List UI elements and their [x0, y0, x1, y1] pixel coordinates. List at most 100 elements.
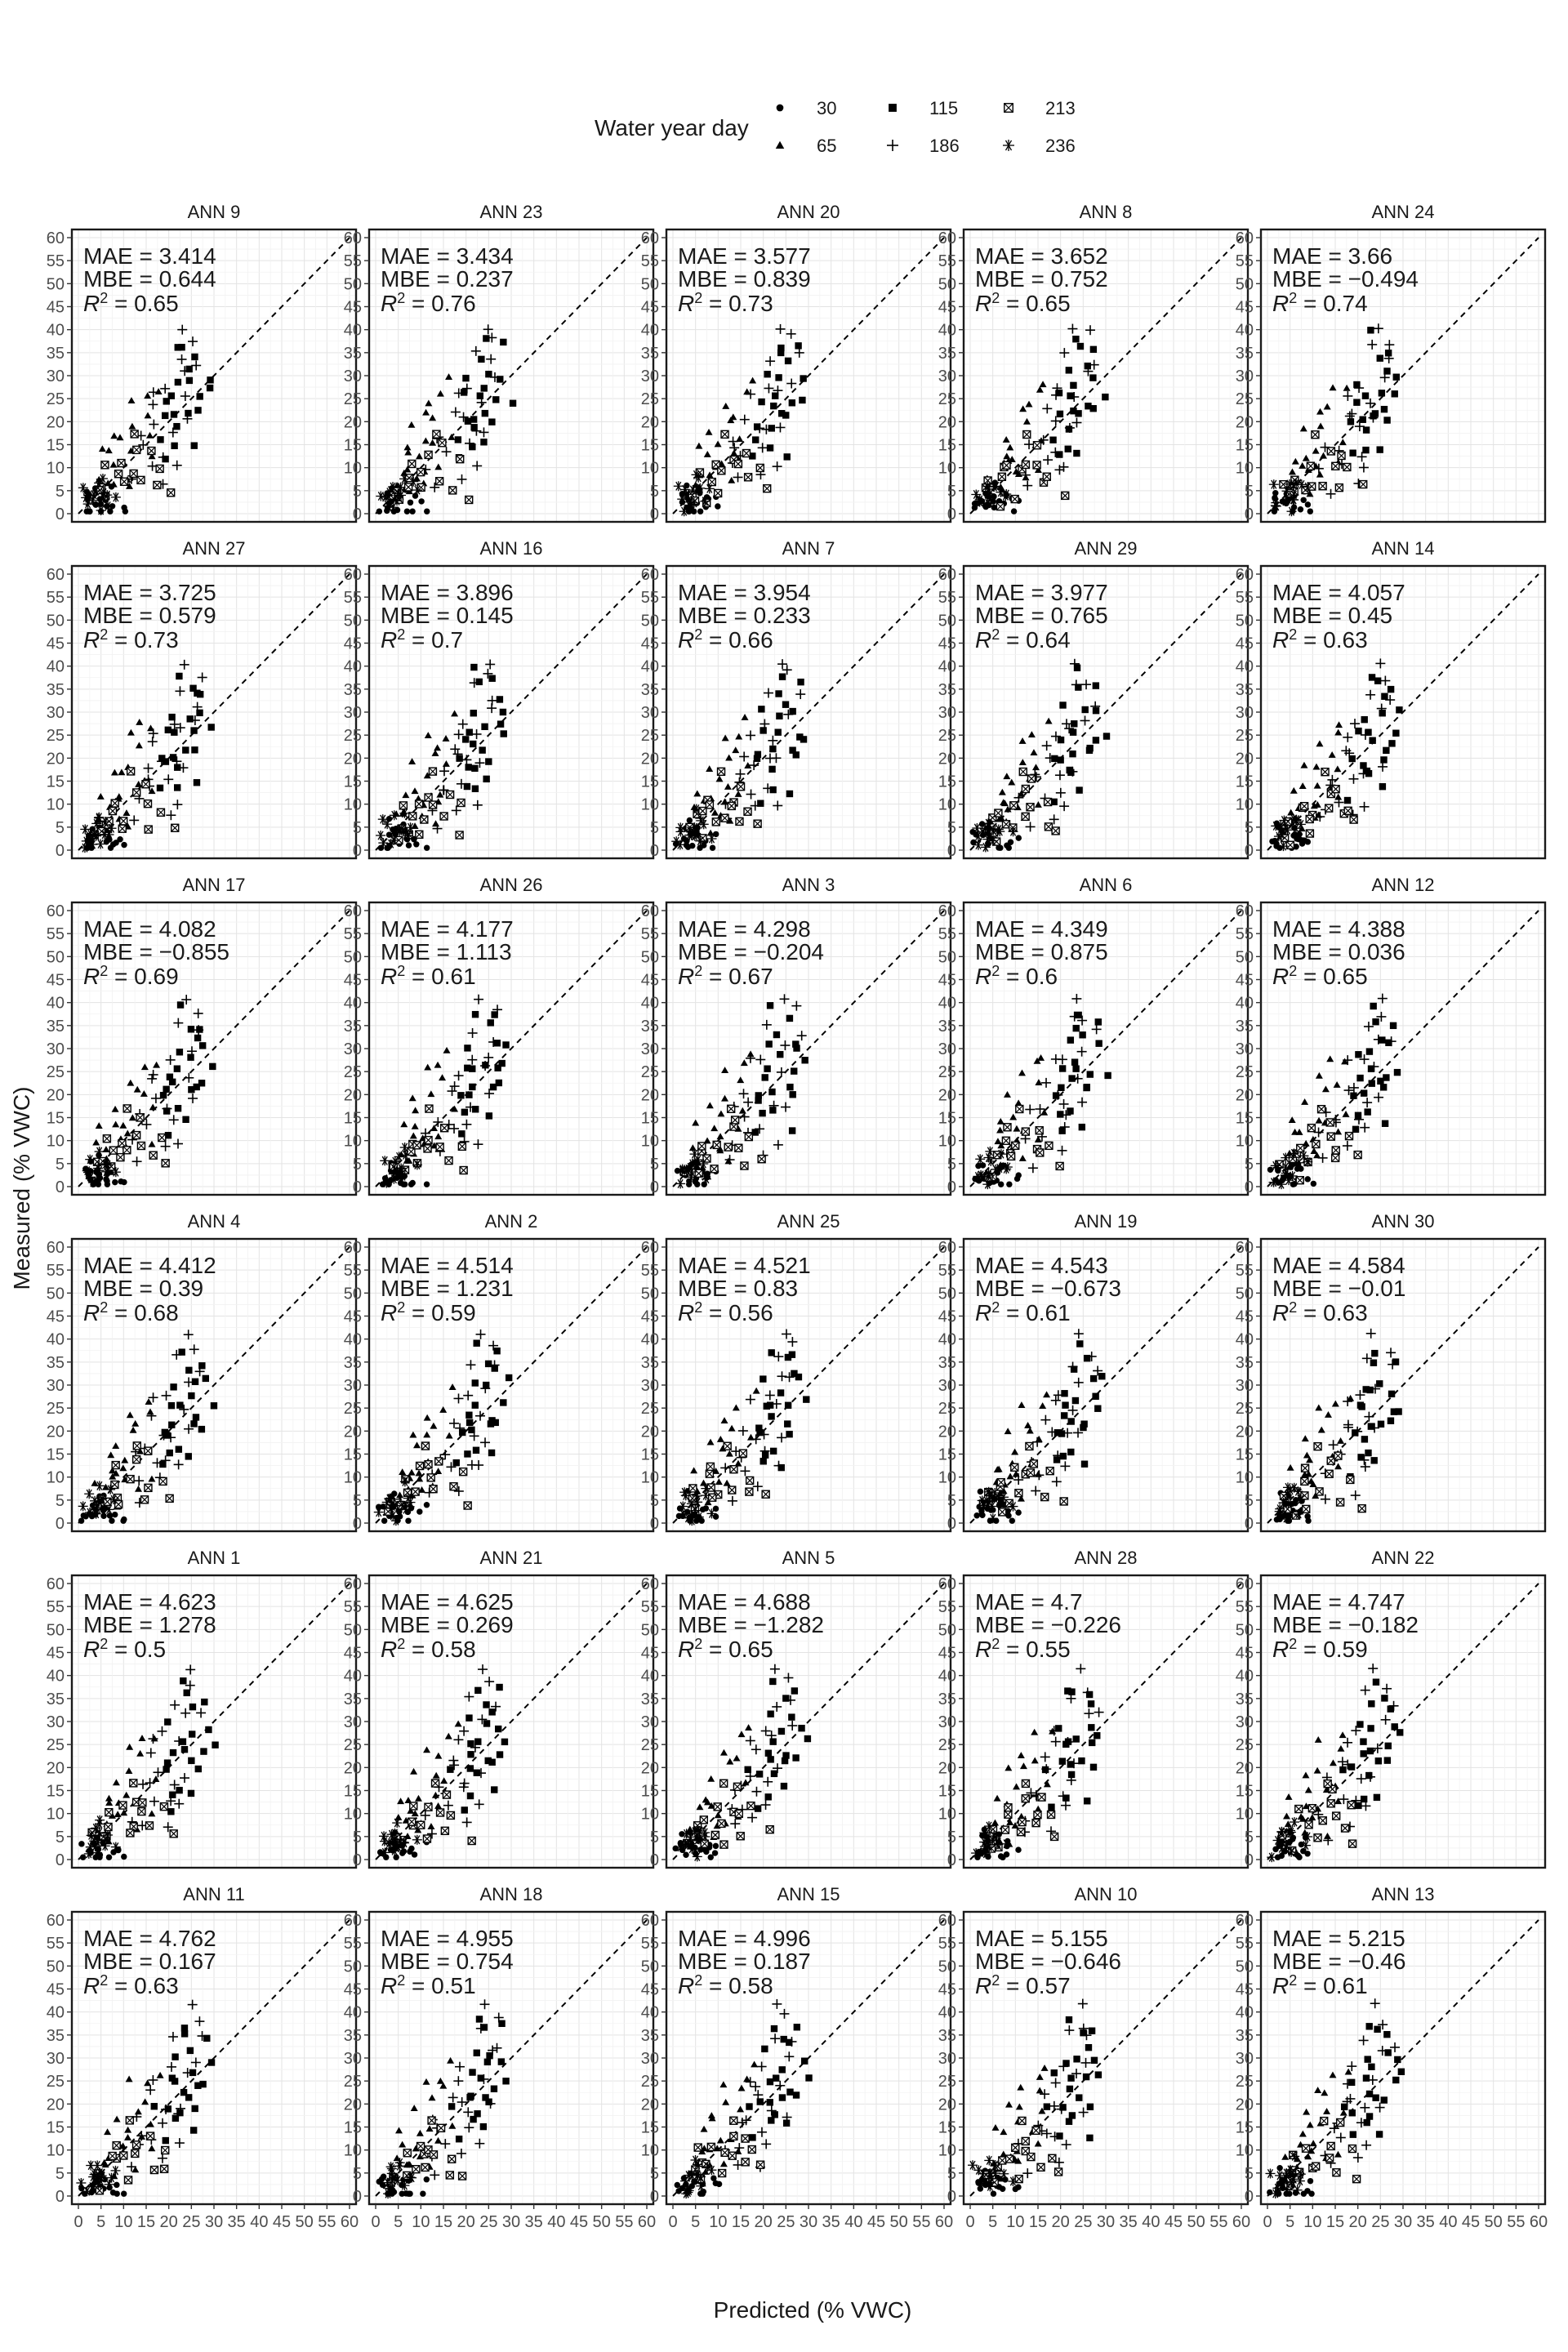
point-wyd-213 — [123, 2176, 133, 2185]
point-wyd-115 — [198, 1080, 206, 1087]
legend-label-213: 213 — [1045, 98, 1076, 118]
point-wyd-115 — [473, 2049, 480, 2056]
point-wyd-115 — [481, 409, 489, 417]
stat-mbe: MBE = 0.145 — [381, 603, 514, 628]
point-wyd-213 — [1299, 801, 1309, 811]
stat-mae: MAE = 4.298 — [678, 916, 811, 942]
point-wyd-213 — [741, 2158, 750, 2167]
point-wyd-115 — [493, 1040, 501, 1047]
point-wyd-186 — [729, 443, 740, 453]
point-wyd-213 — [717, 2168, 727, 2178]
point-wyd-186 — [452, 749, 463, 760]
point-wyd-213 — [713, 1802, 722, 1811]
point-wyd-213 — [1055, 1161, 1064, 1171]
x-tick-label: 0 — [668, 2213, 677, 2231]
point-wyd-115 — [769, 786, 777, 794]
point-wyd-186 — [180, 366, 190, 376]
point-wyd-236 — [695, 835, 706, 846]
point-wyd-115 — [1362, 1386, 1370, 1393]
y-tick-label: 5 — [353, 1492, 362, 1510]
point-wyd-213 — [1031, 2126, 1040, 2136]
point-wyd-213 — [440, 1826, 450, 1836]
y-tick-label: 55 — [938, 1598, 956, 1616]
point-wyd-213 — [463, 1501, 472, 1510]
y-tick-label: 15 — [1236, 1110, 1254, 1128]
x-tick-label: 60 — [638, 2213, 656, 2231]
point-wyd-115 — [1094, 1732, 1101, 1740]
y-tick-label: 50 — [47, 1621, 65, 1639]
x-tick-label: 55 — [615, 2213, 633, 2231]
stat-mae: MAE = 3.414 — [83, 243, 216, 269]
point-wyd-115 — [176, 1049, 184, 1056]
point-wyd-115 — [1069, 728, 1077, 736]
point-wyd-30 — [403, 2190, 409, 2197]
point-wyd-213 — [429, 2150, 439, 2159]
y-tick-label: 10 — [938, 460, 956, 478]
point-wyd-115 — [481, 723, 488, 731]
point-wyd-115 — [470, 740, 477, 748]
stat-mae: MAE = 3.977 — [975, 580, 1108, 605]
point-wyd-115 — [1104, 1071, 1111, 1080]
y-tick-label: 20 — [938, 750, 956, 768]
point-wyd-65 — [445, 373, 453, 380]
point-wyd-213 — [1011, 2143, 1020, 2153]
point-wyd-213 — [140, 1495, 149, 1504]
point-wyd-30 — [674, 2181, 681, 2189]
y-tick-label: 55 — [1236, 1598, 1254, 1616]
point-wyd-65 — [1339, 439, 1347, 446]
point-wyd-213 — [1031, 1818, 1040, 1828]
point-wyd-115 — [1353, 381, 1361, 389]
point-wyd-213 — [435, 1808, 445, 1817]
y-tick-label: 40 — [344, 2004, 362, 2022]
point-wyd-213 — [141, 780, 150, 789]
point-wyd-186 — [1367, 339, 1378, 350]
y-tick-label: 20 — [344, 1759, 362, 1777]
y-tick-label: 55 — [344, 925, 362, 943]
stat-mae: MAE = 4.762 — [83, 1926, 216, 1951]
point-wyd-213 — [1304, 1820, 1313, 1829]
x-tick-label: 55 — [318, 2213, 336, 2231]
point-wyd-115 — [466, 1411, 473, 1419]
y-tick-label: 40 — [344, 1331, 362, 1349]
y-tick-label: 35 — [641, 1354, 659, 1372]
facet-title: ANN 2 — [485, 1211, 538, 1232]
point-wyd-186 — [749, 760, 760, 771]
point-wyd-115 — [169, 1748, 177, 1757]
point-wyd-115 — [185, 2094, 193, 2101]
y-tick-label: 40 — [641, 1331, 659, 1349]
point-wyd-115 — [782, 412, 790, 419]
point-wyd-213 — [118, 817, 128, 826]
stat-mbe: MBE = −0.494 — [1272, 266, 1419, 292]
y-tick-label: 45 — [344, 972, 362, 990]
point-wyd-115 — [1084, 362, 1091, 370]
point-wyd-115 — [493, 1348, 501, 1355]
point-wyd-213 — [447, 2154, 457, 2163]
y-tick-label: 5 — [1245, 819, 1254, 837]
point-wyd-115 — [776, 712, 783, 719]
y-tick-label: 55 — [47, 589, 65, 607]
point-wyd-30 — [977, 2185, 984, 2192]
point-wyd-115 — [770, 1770, 778, 1778]
y-tick-label: 20 — [641, 750, 659, 768]
point-wyd-115 — [496, 696, 504, 703]
y-tick-label: 60 — [1236, 902, 1254, 920]
point-wyd-213 — [125, 2116, 135, 2125]
point-wyd-115 — [492, 1419, 499, 1427]
point-wyd-213 — [1006, 1152, 1016, 1161]
point-wyd-115 — [500, 1399, 507, 1406]
point-wyd-213 — [169, 1829, 178, 1838]
y-tick-label: 5 — [56, 2165, 65, 2183]
point-wyd-236 — [389, 810, 399, 821]
y-tick-label: 30 — [47, 2050, 65, 2068]
point-wyd-115 — [198, 1042, 207, 1049]
point-wyd-65 — [710, 808, 719, 816]
y-tick-label: 30 — [47, 704, 65, 722]
x-tick-label: 45 — [273, 2213, 291, 2231]
y-tick-label: 5 — [353, 1156, 362, 1174]
point-wyd-115 — [192, 1414, 200, 1421]
legend-key-213 — [1004, 103, 1013, 113]
point-wyd-115 — [1396, 1729, 1404, 1736]
point-wyd-115 — [786, 790, 794, 798]
